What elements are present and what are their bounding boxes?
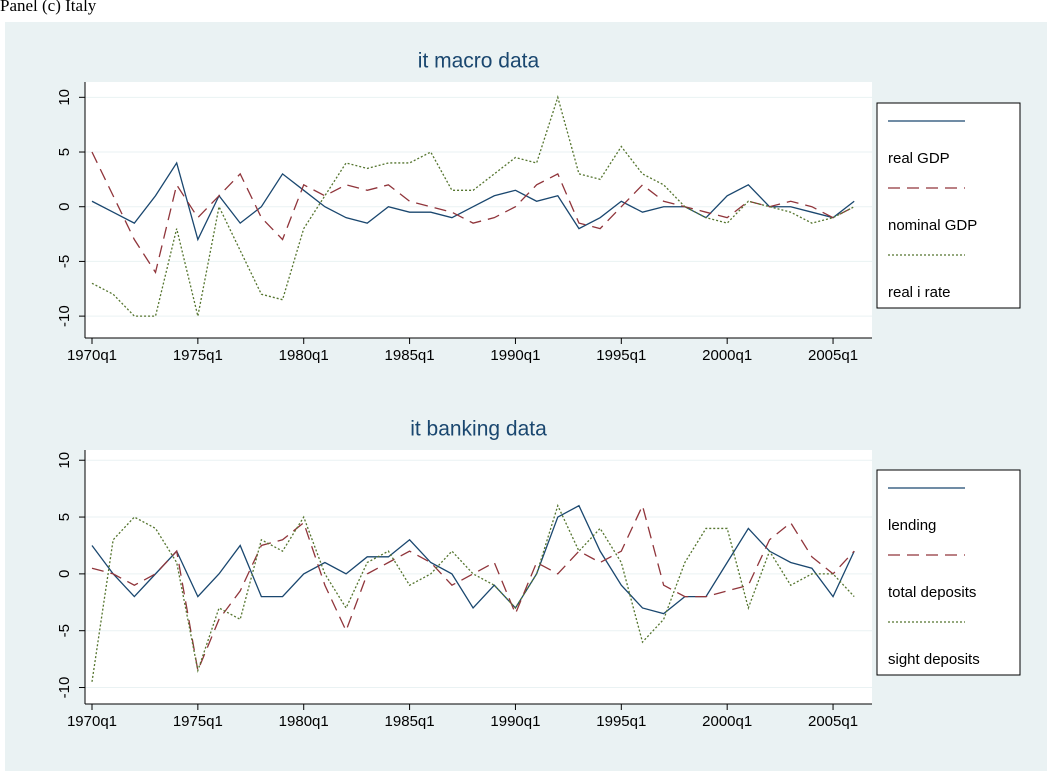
- y-tick-label: 10: [56, 452, 73, 469]
- y-tick-label: -10: [56, 677, 73, 699]
- x-tick-label: 2005q1: [808, 713, 858, 730]
- y-tick-label: 5: [56, 148, 73, 156]
- legend-label: nominal GDP: [888, 217, 977, 234]
- x-tick-label: 1985q1: [385, 713, 435, 730]
- y-tick-label: 0: [56, 203, 73, 211]
- x-tick-label: 1975q1: [173, 713, 223, 730]
- x-tick-label: 1990q1: [490, 713, 540, 730]
- chart-title: it banking data: [410, 418, 547, 441]
- legend-label: total deposits: [888, 584, 976, 601]
- data-line: [91, 503, 855, 682]
- legend-label: sight deposits: [888, 651, 980, 668]
- y-tick-label: 10: [56, 89, 73, 106]
- x-tick-label: 1995q1: [596, 713, 646, 730]
- x-tick-label: 1975q1: [173, 347, 223, 364]
- legend-label: lending: [888, 517, 936, 534]
- legend-label: real i rate: [888, 284, 951, 301]
- data-line: [91, 151, 855, 274]
- legend-box: [876, 469, 1021, 676]
- x-tick-label: 1980q1: [279, 713, 329, 730]
- data-line: [91, 95, 855, 317]
- y-tick-label: 0: [56, 570, 73, 578]
- y-tick-label: -5: [56, 624, 73, 637]
- legend-label: real GDP: [888, 150, 950, 167]
- x-tick-label: 1995q1: [596, 347, 646, 364]
- x-tick-label: 2000q1: [702, 713, 752, 730]
- plot-area: [85, 82, 872, 338]
- x-tick-label: 1970q1: [67, 347, 117, 364]
- x-tick-label: 1990q1: [490, 347, 540, 364]
- chart-title: it macro data: [418, 50, 540, 73]
- legend-box: [876, 102, 1021, 309]
- panel-header: Panel (c) Italy: [0, 0, 97, 15]
- y-tick-label: 5: [56, 513, 73, 521]
- x-tick-label: 1985q1: [385, 347, 435, 364]
- data-line: [91, 504, 855, 615]
- y-tick-label: -10: [56, 305, 73, 327]
- x-tick-label: 1980q1: [279, 347, 329, 364]
- data-line: [91, 503, 855, 673]
- x-tick-label: 1970q1: [67, 713, 117, 730]
- x-tick-label: 2005q1: [808, 347, 858, 364]
- y-tick-label: -5: [56, 255, 73, 268]
- x-tick-label: 2000q1: [702, 347, 752, 364]
